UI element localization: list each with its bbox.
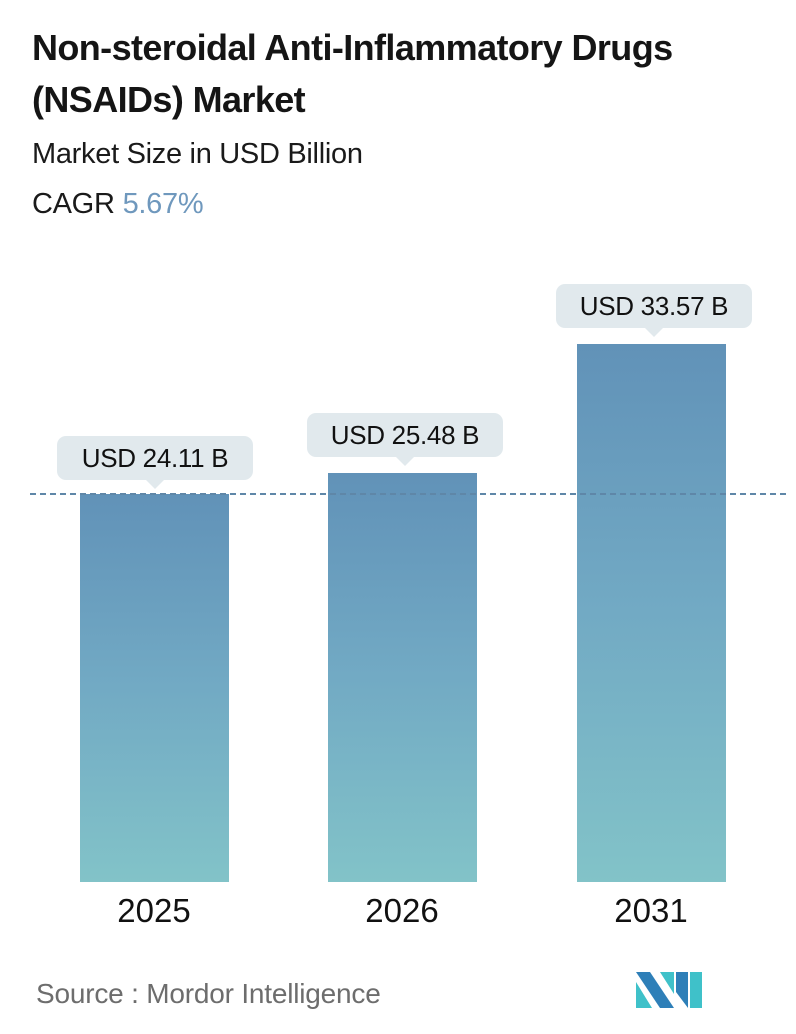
chart-subtitle: Market Size in USD Billion [32,138,363,170]
bar-2025 [80,494,229,882]
mordor-intelligence-logo-icon [636,972,702,1008]
cagr-label: CAGR [32,188,115,220]
data-label-2025: USD 24.11 B [57,436,253,489]
chart-title: Non-steroidal Anti-Inflammatory Drugs (N… [32,27,673,120]
x-tick-2026: 2026 [365,892,439,929]
x-tick-2025: 2025 [117,892,191,929]
bar-2031 [577,344,726,882]
bar-2026 [328,473,477,882]
reference-dashed-line [30,493,786,495]
cagr-value: 5.67% [122,188,204,220]
data-label-2026: USD 25.48 B [307,413,503,466]
data-label-2031: USD 33.57 B [556,284,752,337]
source-text: Source : Mordor Intelligence [36,978,381,1009]
cagr: CAGR 5.67% [32,188,204,221]
x-tick-2031: 2031 [614,892,688,929]
